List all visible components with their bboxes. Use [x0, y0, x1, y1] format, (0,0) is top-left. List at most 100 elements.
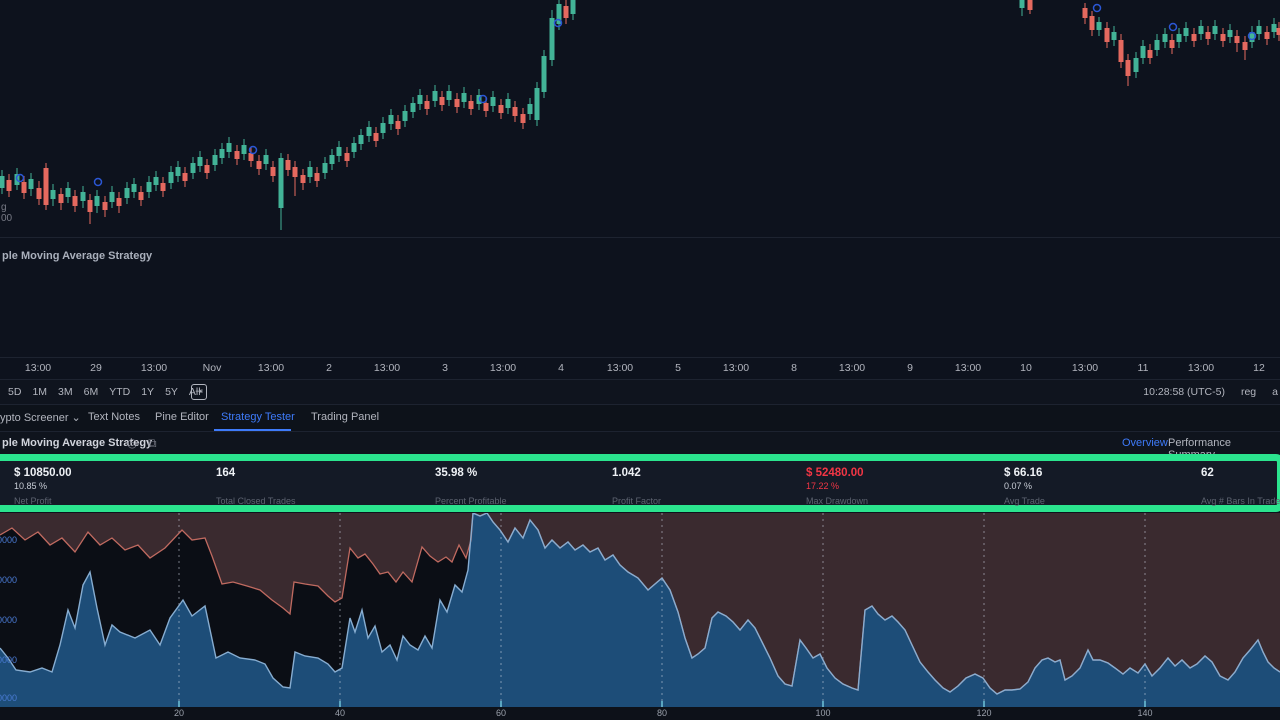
time-axis-label[interactable]: 13:00	[257, 362, 285, 374]
time-axis[interactable]: 13:00 29 13:00 Nov 13:00 2 13:00 3 13:00 4 13:00 5 1…	[0, 358, 1280, 379]
report-icon[interactable]: ⧉	[148, 436, 157, 450]
equity-x-label: 120	[976, 708, 992, 718]
range-button-5d[interactable]: 5D	[8, 386, 22, 398]
tab-strategy-tester[interactable]: Strategy Tester	[221, 411, 295, 423]
time-axis-label[interactable]: 13:00	[140, 362, 168, 374]
stat-value: $ 66.16	[1004, 467, 1043, 479]
equity-x-axis[interactable]: 20 40 60 80 100 120 140	[0, 707, 1280, 720]
stat-value: $ 52480.00	[806, 467, 864, 479]
equity-x-label: 100	[815, 708, 831, 718]
equity-x-label: 140	[1137, 708, 1153, 718]
time-axis-label[interactable]: 2	[326, 362, 332, 374]
stat-subvalue: 0.07 %	[1004, 481, 1033, 491]
candle-body	[358, 135, 364, 144]
equity-chart	[0, 511, 1280, 707]
candle-body	[468, 101, 474, 109]
time-axis-label[interactable]: 4	[558, 362, 564, 374]
time-axis-label[interactable]: 8	[791, 362, 797, 374]
trade-marker-icon	[93, 177, 103, 187]
time-axis-label[interactable]: Nov	[202, 362, 222, 374]
clock[interactable]: 10:28:58 (UTC-5)	[1143, 386, 1225, 398]
bottom-toolbar: 5D 1M 3M 6M YTD 1Y 5Y All ⇥ 10:28:58 (UTC-5) re…	[0, 380, 1280, 404]
range-button-3m[interactable]: 3M	[58, 386, 73, 398]
time-axis-label[interactable]: 9	[907, 362, 913, 374]
range-button-6m[interactable]: 6M	[83, 386, 99, 398]
time-axis-label[interactable]: 13:00	[606, 362, 634, 374]
time-axis-label[interactable]: 11	[1137, 362, 1149, 374]
trade-marker-icon	[1092, 3, 1102, 13]
tab-pine-editor[interactable]: Pine Editor	[155, 411, 209, 423]
time-axis-label[interactable]: 10	[1020, 362, 1032, 374]
candle-body	[190, 163, 196, 173]
tab-text-notes[interactable]: Text Notes	[88, 411, 140, 423]
active-tab-underline	[214, 429, 291, 431]
time-axis-label[interactable]: 13:00	[1071, 362, 1099, 374]
time-axis-label[interactable]: 13:00	[24, 362, 52, 374]
candle-body	[446, 91, 452, 100]
time-axis-label[interactable]: 13:00	[373, 362, 401, 374]
candle-body	[556, 4, 562, 24]
strategy-indicator-pane: ple Moving Average Strategy	[0, 238, 1280, 357]
candle-body	[270, 167, 276, 176]
stat-label: Max Drawdown	[806, 496, 869, 506]
candle-body	[146, 182, 152, 192]
candle-body	[388, 115, 394, 124]
candle-body	[1125, 60, 1131, 76]
candle-body	[322, 163, 328, 173]
range-button-all[interactable]: All	[188, 386, 201, 398]
time-axis-label[interactable]: 13:00	[489, 362, 517, 374]
gear-icon[interactable]: ◎	[127, 436, 138, 450]
candle-body	[336, 147, 342, 156]
pane-divider[interactable]	[0, 237, 1280, 238]
range-button-1y[interactable]: 1Y	[141, 386, 155, 398]
candle-body	[498, 105, 504, 113]
candle-body	[1089, 16, 1095, 30]
time-axis-label[interactable]: 5	[675, 362, 681, 374]
tab-trading-panel[interactable]: Trading Panel	[311, 411, 380, 423]
candle-body	[182, 173, 188, 181]
stat-value: 62	[1201, 467, 1214, 479]
candle-body	[563, 6, 569, 18]
equity-line	[0, 511, 1280, 695]
candle-body	[1183, 28, 1189, 36]
time-axis-label[interactable]: 13:00	[722, 362, 750, 374]
candle-body	[1111, 32, 1117, 40]
stat-label: Total Closed Trades	[216, 496, 296, 506]
time-axis-label[interactable]: 13:00	[954, 362, 982, 374]
tab-overview[interactable]: Overview	[1122, 437, 1168, 449]
stat-label: Avg # Bars In Trades	[1201, 496, 1280, 506]
time-axis-label[interactable]: 13:00	[838, 362, 866, 374]
candle-body	[329, 155, 335, 164]
candle-body	[160, 183, 166, 191]
legend-fragment: g	[1, 202, 7, 213]
time-axis-label[interactable]: 13:00	[1187, 362, 1215, 374]
candle-body	[483, 103, 489, 111]
trade-marker-icon	[1168, 22, 1178, 32]
strategy-title[interactable]: ple Moving Average Strategy	[2, 437, 153, 449]
stat-value: $ 10850.00	[14, 467, 72, 479]
tab-ypto-screener[interactable]: ypto Screener ⌄	[0, 412, 81, 424]
time-axis-label[interactable]: 3	[442, 362, 448, 374]
time-axis-label[interactable]: 29	[90, 362, 102, 374]
candle-body	[80, 192, 86, 201]
range-button-1m[interactable]: 1M	[32, 386, 48, 398]
candle-body	[410, 103, 416, 112]
stat-label: Profit Factor	[612, 496, 662, 506]
range-button-5y[interactable]: 5Y	[165, 386, 178, 398]
strategy-pane-title[interactable]: ple Moving Average Strategy	[2, 250, 153, 262]
price-chart-pane[interactable]: g 00	[0, 0, 1280, 237]
stat-value: 164	[216, 467, 236, 479]
go-to-date-icon[interactable]: ⇥	[191, 384, 207, 400]
candle-body	[226, 143, 232, 152]
candle-body	[1096, 22, 1102, 30]
range-button-ytd[interactable]: YTD	[109, 386, 131, 398]
time-axis-label[interactable]: 12	[1253, 362, 1265, 374]
candle-body	[1154, 40, 1160, 50]
candle-body	[1220, 34, 1226, 41]
session-toggle[interactable]: reg	[1240, 386, 1257, 398]
candle-body	[1249, 32, 1255, 42]
adjustment-toggle[interactable]: a	[1272, 386, 1278, 398]
candle-body	[1271, 24, 1277, 32]
